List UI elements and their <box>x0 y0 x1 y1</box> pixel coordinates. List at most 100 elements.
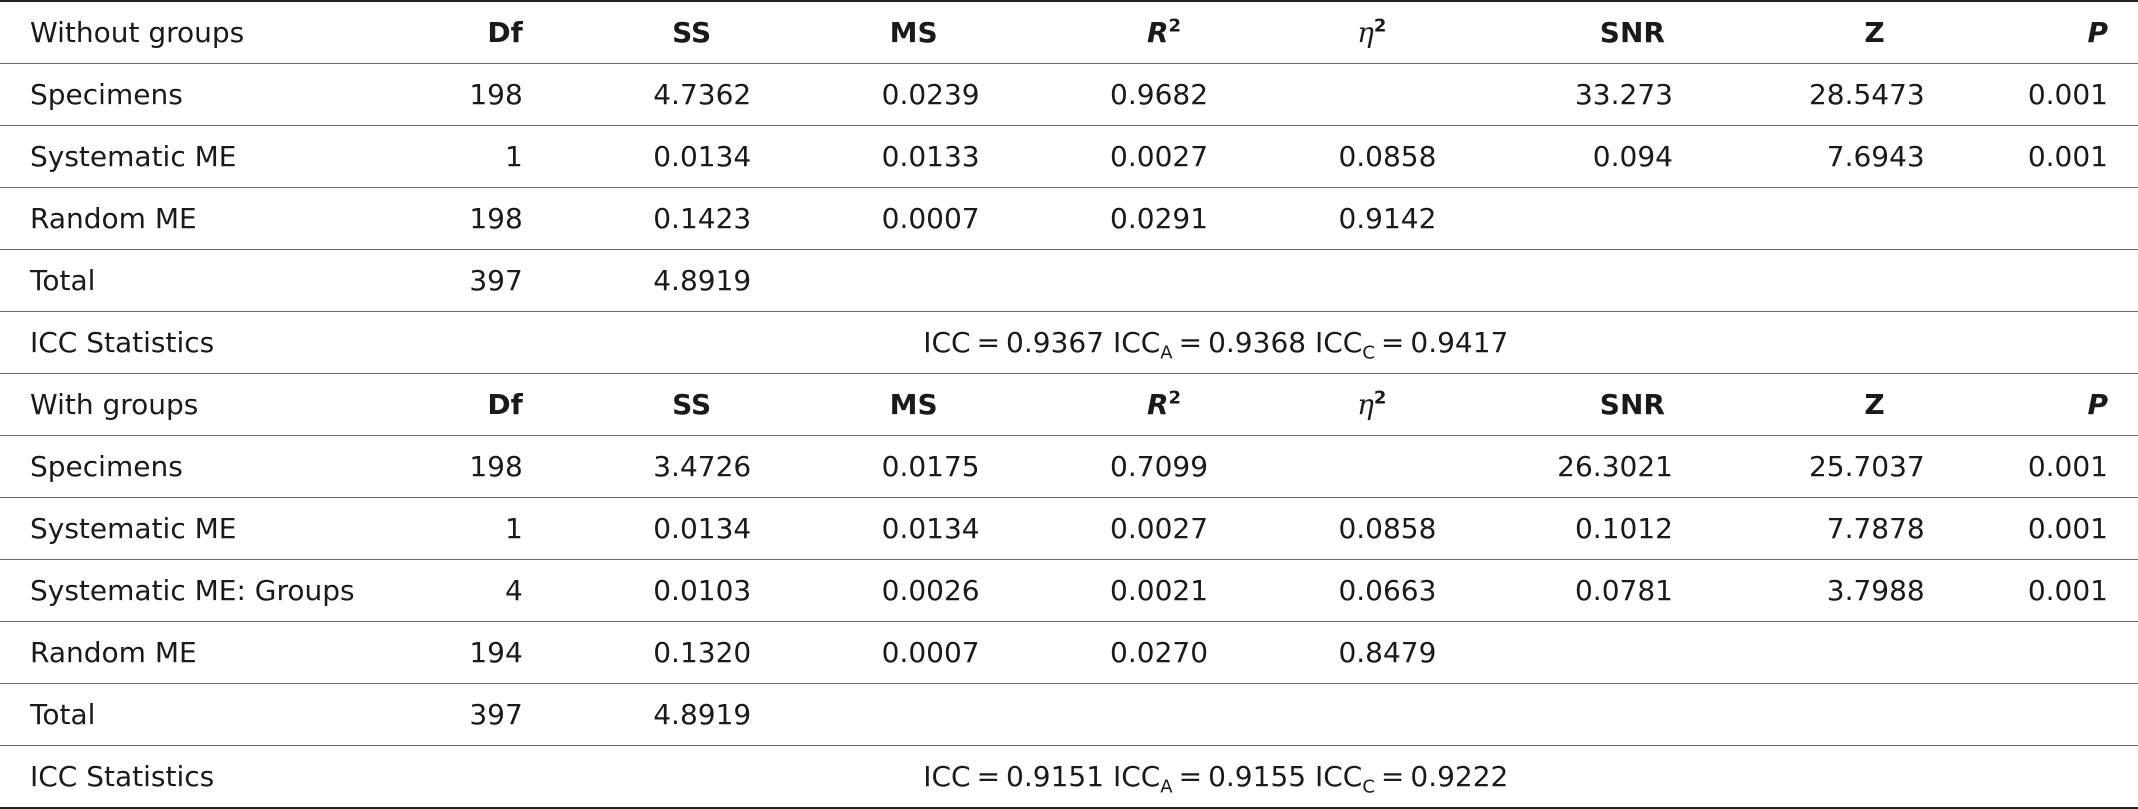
icca-name: ICC <box>1112 760 1161 793</box>
cell-r2: 0.0027 <box>979 125 1209 188</box>
cell-r2: 0.0270 <box>979 621 1209 684</box>
col-header-ss: SS <box>522 0 752 64</box>
icc-name: ICC <box>923 760 971 793</box>
cell-z: 25.7037 <box>1672 435 1925 498</box>
cell-r2: 0.0027 <box>979 497 1209 560</box>
cell-ss: 3.4726 <box>522 435 752 498</box>
cell-ss: 0.1423 <box>522 187 752 250</box>
cell-z <box>1672 249 1925 312</box>
col-header-df: Df <box>416 0 523 64</box>
cell-p: 0.001 <box>1924 63 2138 126</box>
cell-z <box>1672 187 1925 250</box>
header-row: Without groups Df SS MS R2 η2 SNR Z P <box>0 0 2138 64</box>
icc-values: ICC = 0.9367 ICCA = 0.9368 ICCC = 0.9417 <box>416 311 2138 374</box>
col-header-eta2: η2 <box>1208 0 1437 64</box>
row-label: Total <box>0 683 417 746</box>
equals-sign: = <box>1380 760 1405 793</box>
eta-symbol: η <box>1357 16 1374 49</box>
r-exponent: 2 <box>1168 15 1182 37</box>
cell-p <box>1924 187 2138 250</box>
icc-name: ICC <box>923 326 971 359</box>
cell-eta2: 0.0858 <box>1208 497 1437 560</box>
iccc-subscript: C <box>1362 776 1375 798</box>
cell-snr <box>1436 249 1673 312</box>
cell-z: 28.5473 <box>1672 63 1925 126</box>
cell-z <box>1672 683 1925 746</box>
col-header-ms: MS <box>751 373 980 436</box>
icc-value: 0.9367 <box>1006 326 1105 359</box>
cell-eta2: 0.0858 <box>1208 125 1437 188</box>
cell-ss: 0.1320 <box>522 621 752 684</box>
eta-symbol: η <box>1357 388 1374 421</box>
table-row: Random ME 194 0.1320 0.0007 0.0270 0.847… <box>0 621 2138 684</box>
cell-p: 0.001 <box>1924 125 2138 188</box>
row-label: Specimens <box>0 435 417 498</box>
cell-df: 198 <box>416 63 523 126</box>
cell-ms: 0.0134 <box>751 497 980 560</box>
r-symbol: R <box>1146 16 1169 49</box>
icc-label: ICC Statistics <box>0 745 417 809</box>
cell-snr <box>1436 187 1673 250</box>
cell-r2 <box>979 683 1209 746</box>
row-label: Systematic ME <box>0 125 417 188</box>
cell-ms: 0.0175 <box>751 435 980 498</box>
cell-ms: 0.0007 <box>751 621 980 684</box>
cell-p <box>1924 683 2138 746</box>
equals-sign: = <box>976 760 1001 793</box>
eta-exponent: 2 <box>1373 15 1387 37</box>
cell-z <box>1672 621 1925 684</box>
cell-df: 397 <box>416 249 523 312</box>
cell-ms: 0.0007 <box>751 187 980 250</box>
cell-z: 7.6943 <box>1672 125 1925 188</box>
col-header-df: Df <box>416 373 523 436</box>
cell-df: 1 <box>416 497 523 560</box>
equals-sign: = <box>1178 326 1203 359</box>
cell-eta2 <box>1208 683 1437 746</box>
row-label: Random ME <box>0 621 417 684</box>
table-row: Systematic ME: Groups 4 0.0103 0.0026 0.… <box>0 559 2138 622</box>
cell-z: 7.7878 <box>1672 497 1925 560</box>
section-label: With groups <box>0 373 417 436</box>
cell-p: 0.001 <box>1924 497 2138 560</box>
col-header-ss: SS <box>522 373 752 436</box>
icca-value: 0.9155 <box>1208 760 1307 793</box>
cell-eta2: 0.0663 <box>1208 559 1437 622</box>
cell-eta2 <box>1208 249 1437 312</box>
iccc-name: ICC <box>1314 326 1363 359</box>
cell-eta2 <box>1208 435 1437 498</box>
col-header-r2: R2 <box>979 0 1209 64</box>
cell-p: 0.001 <box>1924 559 2138 622</box>
col-header-snr: SNR <box>1436 373 1673 436</box>
cell-p <box>1924 249 2138 312</box>
cell-ms: 0.0133 <box>751 125 980 188</box>
cell-df: 4 <box>416 559 523 622</box>
icc-value: 0.9151 <box>1006 760 1105 793</box>
icca-value: 0.9368 <box>1208 326 1307 359</box>
cell-r2 <box>979 249 1209 312</box>
icca-subscript: A <box>1160 776 1173 798</box>
cell-snr: 0.1012 <box>1436 497 1673 560</box>
iccc-name: ICC <box>1314 760 1363 793</box>
cell-ms: 0.0239 <box>751 63 980 126</box>
row-label: Specimens <box>0 63 417 126</box>
cell-ms <box>751 683 980 746</box>
equals-sign: = <box>1178 760 1203 793</box>
cell-eta2: 0.8479 <box>1208 621 1437 684</box>
cell-snr: 26.3021 <box>1436 435 1673 498</box>
table-row: Specimens 198 3.4726 0.0175 0.7099 26.30… <box>0 435 2138 498</box>
col-header-snr: SNR <box>1436 0 1673 64</box>
icc-values: ICC = 0.9151 ICCA = 0.9155 ICCC = 0.9222 <box>416 745 2138 809</box>
iccc-value: 0.9417 <box>1410 326 1509 359</box>
iccc-value: 0.9222 <box>1410 760 1509 793</box>
cell-df: 397 <box>416 683 523 746</box>
cell-eta2 <box>1208 63 1437 126</box>
cell-ss: 4.8919 <box>522 249 752 312</box>
cell-snr <box>1436 683 1673 746</box>
cell-z: 3.7988 <box>1672 559 1925 622</box>
row-label: Systematic ME <box>0 497 417 560</box>
col-header-z: Z <box>1672 0 1925 64</box>
cell-snr: 0.094 <box>1436 125 1673 188</box>
table-row: Specimens 198 4.7362 0.0239 0.9682 33.27… <box>0 63 2138 126</box>
cell-r2: 0.0021 <box>979 559 1209 622</box>
